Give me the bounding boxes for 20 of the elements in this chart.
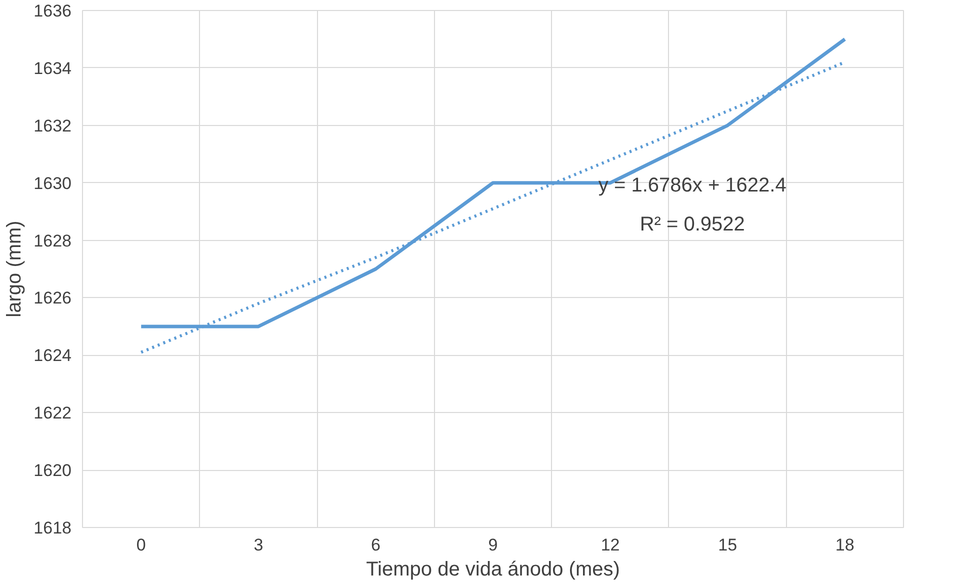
y-tick-label: 1636 xyxy=(34,2,72,20)
y-tick-label: 1626 xyxy=(34,288,72,308)
y-tick-label: 1628 xyxy=(34,231,72,250)
y-tick-label: 1630 xyxy=(34,174,72,193)
y-tick-label: 1632 xyxy=(34,116,72,136)
annotation: R² = 0.9522 xyxy=(640,213,745,236)
x-tick-label: 6 xyxy=(370,536,380,554)
x-axis-title: Tiempo de vida ánodo (mes) xyxy=(366,558,620,580)
x-tick-label: 12 xyxy=(600,536,620,554)
x-tick-label: 18 xyxy=(835,536,854,554)
x-tick-label: 9 xyxy=(488,536,498,554)
x-tick-label: 15 xyxy=(718,536,738,554)
y-tick-label: 1620 xyxy=(34,461,72,480)
y-tick-label: 1634 xyxy=(34,58,72,78)
y-tick-label: 1618 xyxy=(34,518,72,538)
y-axis-title: largo (mm) xyxy=(4,220,26,318)
y-tick-label: 1624 xyxy=(34,346,72,366)
y-tick-label: 1622 xyxy=(34,404,72,423)
x-tick-label: 0 xyxy=(136,536,146,554)
x-tick-label: 3 xyxy=(254,536,264,554)
